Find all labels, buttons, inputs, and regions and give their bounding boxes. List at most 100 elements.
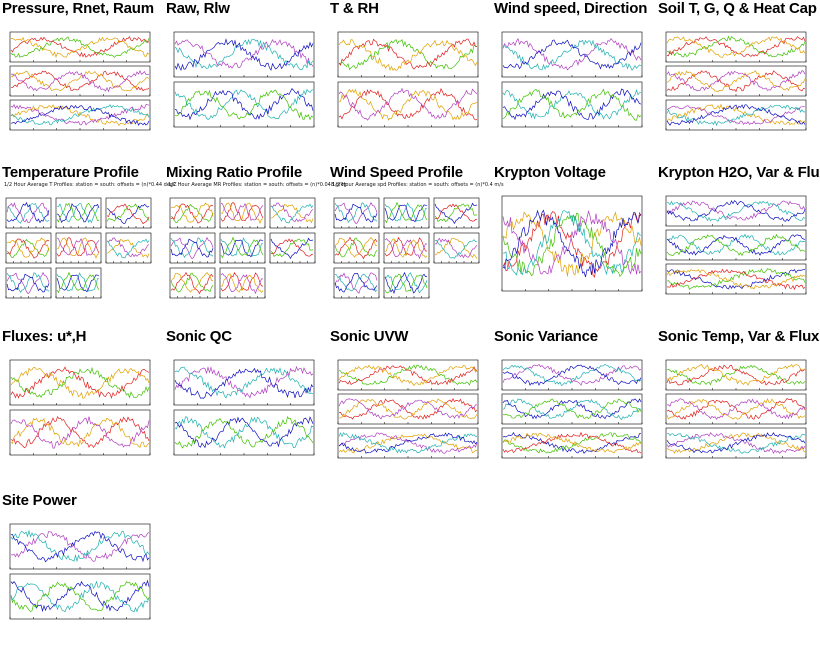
plot-image[interactable] — [2, 348, 157, 473]
plot-thumbnail[interactable]: Sonic Temp, Var & Flux — [656, 328, 820, 492]
series-line — [334, 202, 378, 223]
plot-title-link[interactable]: T & RH — [330, 0, 379, 17]
plot-image[interactable] — [2, 184, 157, 309]
plot-title-link[interactable]: Mixing Ratio Profile — [166, 164, 303, 181]
plot-title-link[interactable]: Site Power — [2, 492, 77, 509]
series-line — [56, 237, 100, 259]
plot-graphic — [173, 359, 315, 456]
series-line — [502, 37, 642, 71]
series-line — [6, 273, 50, 293]
plot-thumbnail[interactable]: Sonic Variance — [492, 328, 656, 492]
plot-thumbnail[interactable]: Sonic UVW — [328, 328, 492, 492]
plot-image[interactable] — [658, 20, 813, 145]
series-line — [271, 238, 314, 257]
plot-image[interactable] — [330, 20, 485, 145]
plot-title-link[interactable]: Sonic Variance — [494, 328, 598, 345]
series-line — [170, 238, 214, 258]
plot-image[interactable] — [166, 184, 321, 309]
series-line — [270, 204, 314, 224]
plot-title-link[interactable]: Wind Speed Profile — [330, 164, 463, 181]
plot-thumbnail[interactable]: T & RH — [328, 0, 492, 164]
series-line — [338, 364, 478, 386]
series-line — [106, 239, 150, 259]
plot-panel-frame — [219, 232, 266, 264]
plot-image[interactable] — [2, 20, 157, 145]
plot-thumbnail[interactable]: Fluxes: u*,H — [0, 328, 164, 492]
plot-title-link[interactable]: Sonic QC — [166, 328, 232, 345]
plot-panel-frame — [433, 197, 480, 229]
plot-title-link[interactable]: Fluxes: u*,H — [2, 328, 87, 345]
series-line — [384, 238, 428, 258]
series-line — [502, 363, 642, 387]
plot-title-link[interactable]: Temperature Profile — [2, 164, 139, 181]
plot-thumbnail[interactable]: Krypton H2O, Var & Flux — [656, 164, 820, 328]
plot-thumbnail[interactable]: Wind Speed Profile 1/2 Hour Average spd P… — [328, 164, 504, 328]
plot-title-link[interactable]: Soil T, G, Q & Heat Cap — [658, 0, 817, 17]
plot-title-link[interactable]: Pressure, Rnet, Raum — [2, 0, 154, 17]
plot-title-link[interactable]: Sonic Temp, Var & Flux — [658, 328, 820, 345]
series-line — [6, 271, 50, 295]
series-line — [338, 398, 478, 420]
plot-thumbnail[interactable]: Temperature Profile 1/2 Hour Average T Pr… — [0, 164, 177, 328]
series-line — [174, 365, 314, 399]
plot-thumbnail[interactable]: Site Power — [0, 492, 164, 656]
plot-image[interactable] — [658, 184, 813, 309]
series-line — [666, 70, 806, 92]
series-line — [220, 273, 263, 295]
plot-image[interactable] — [166, 20, 321, 145]
plot-image[interactable] — [494, 348, 649, 473]
series-line — [502, 211, 642, 277]
plot-graphic — [333, 197, 480, 299]
series-line — [666, 103, 806, 126]
plot-graphic — [501, 359, 643, 459]
series-line — [6, 202, 50, 224]
series-line — [10, 531, 150, 562]
plot-title-link[interactable]: Sonic UVW — [330, 328, 409, 345]
plot-image[interactable] — [330, 348, 485, 473]
series-line — [170, 272, 214, 293]
series-line — [338, 432, 478, 454]
series-line — [10, 36, 150, 58]
plot-thumbnail[interactable]: Wind speed, Direction — [492, 0, 656, 164]
plot-image[interactable] — [658, 348, 813, 473]
plot-panel-frame — [219, 267, 266, 299]
series-line — [10, 416, 150, 449]
plot-thumbnail[interactable]: Soil T, G, Q & Heat Cap — [656, 0, 820, 164]
series-line — [10, 104, 150, 126]
plot-title-link[interactable]: Krypton H2O, Var & Flux — [658, 164, 820, 181]
plot-thumbnail[interactable]: Raw, Rlw — [164, 0, 328, 164]
series-line — [338, 432, 478, 454]
plot-thumbnail[interactable]: Pressure, Rnet, Raum — [0, 0, 164, 164]
plot-image[interactable] — [330, 184, 485, 309]
plot-panel-frame — [501, 31, 643, 78]
plot-title-link[interactable]: Raw, Rlw — [166, 0, 230, 17]
plot-image[interactable] — [494, 184, 649, 309]
plot-title-link[interactable]: Wind speed, Direction — [494, 0, 648, 17]
series-line — [10, 581, 150, 612]
series-line — [338, 38, 478, 71]
series-line — [6, 201, 50, 224]
plot-panel-frame — [9, 523, 151, 570]
plot-thumbnail[interactable]: Sonic QC — [164, 328, 328, 492]
plot-title-link[interactable]: Krypton Voltage — [494, 164, 606, 181]
series-line — [666, 268, 806, 290]
series-line — [10, 104, 150, 126]
series-line — [220, 202, 264, 222]
plot-thumbnail[interactable]: Mixing Ratio Profile 1/2 Hour Average MR … — [164, 164, 347, 328]
series-line — [6, 237, 50, 258]
plot-panel-frame — [5, 197, 52, 229]
plot-image[interactable] — [166, 348, 321, 473]
series-line — [10, 366, 150, 399]
series-line — [6, 238, 50, 259]
plot-thumbnail[interactable]: Krypton Voltage — [492, 164, 656, 328]
plot-graphic — [9, 31, 151, 131]
plot-panel-frame — [383, 197, 430, 229]
series-line — [434, 239, 478, 259]
series-line — [666, 200, 806, 222]
plot-panel-frame — [501, 81, 643, 128]
plot-image[interactable] — [2, 512, 157, 637]
series-line — [666, 397, 806, 420]
series-line — [174, 415, 314, 449]
plot-image[interactable] — [494, 20, 649, 145]
plot-panel-frame — [665, 229, 807, 261]
